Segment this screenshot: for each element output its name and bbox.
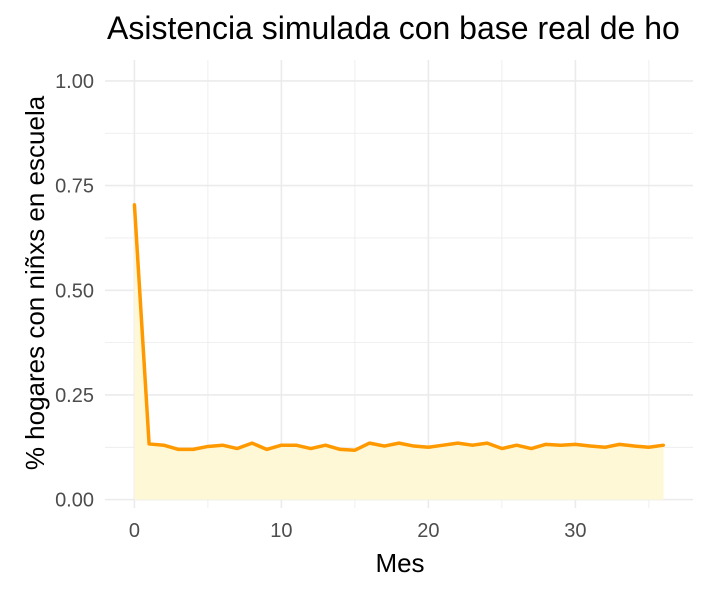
data-point <box>603 445 607 449</box>
data-point <box>265 447 269 451</box>
area-layer <box>134 204 664 500</box>
data-point <box>324 443 327 447</box>
data-point <box>515 443 519 447</box>
data-point <box>544 442 548 446</box>
data-point <box>147 442 151 446</box>
data-point <box>647 445 651 449</box>
data-point <box>191 447 195 451</box>
x-tick-label: 0 <box>129 520 140 542</box>
data-point <box>338 447 342 451</box>
data-point <box>206 444 210 448</box>
data-point <box>588 444 592 448</box>
data-point <box>294 443 298 447</box>
y-tick-label: 1.00 <box>55 71 94 93</box>
data-point <box>250 441 254 445</box>
data-point <box>368 441 372 445</box>
y-tick-label: 0.50 <box>55 280 94 302</box>
data-point <box>632 444 636 448</box>
data-point <box>559 443 563 447</box>
data-point <box>353 448 357 452</box>
data-point <box>441 443 445 447</box>
line-layer <box>132 202 666 452</box>
data-point <box>529 447 533 451</box>
data-point <box>412 444 416 448</box>
y-tick-label: 0.00 <box>55 490 94 512</box>
y-tick-label: 0.25 <box>55 385 94 407</box>
data-point <box>177 447 180 451</box>
x-tick-label: 20 <box>417 520 439 542</box>
data-point <box>500 447 504 451</box>
chart-title: Asistencia simulada con base real de ho <box>107 10 680 46</box>
data-point <box>309 447 313 451</box>
data-point <box>162 443 166 447</box>
data-point <box>573 442 577 446</box>
data-point <box>662 443 666 447</box>
data-point <box>132 202 136 206</box>
data-point <box>221 443 225 447</box>
x-axis-title: Mes <box>375 548 424 578</box>
data-point <box>235 447 239 451</box>
data-point <box>485 441 489 445</box>
grid-layer <box>105 60 693 508</box>
area-fill <box>134 204 664 500</box>
x-tick-label: 30 <box>564 520 586 542</box>
x-tick-label: 10 <box>270 520 292 542</box>
data-point <box>279 443 283 447</box>
data-point <box>382 444 386 448</box>
y-axis-title: % hogares con niñxs en escuela <box>20 95 50 470</box>
series-line <box>132 204 664 452</box>
y-tick-label: 0.75 <box>55 176 94 198</box>
data-point <box>456 441 460 445</box>
tick-layer: 0 10 20 30 0.00 0.25 0.50 0.75 1.00 <box>55 71 586 542</box>
data-point <box>426 445 430 449</box>
data-point <box>618 442 621 446</box>
data-point <box>471 443 474 447</box>
data-point <box>397 441 401 445</box>
